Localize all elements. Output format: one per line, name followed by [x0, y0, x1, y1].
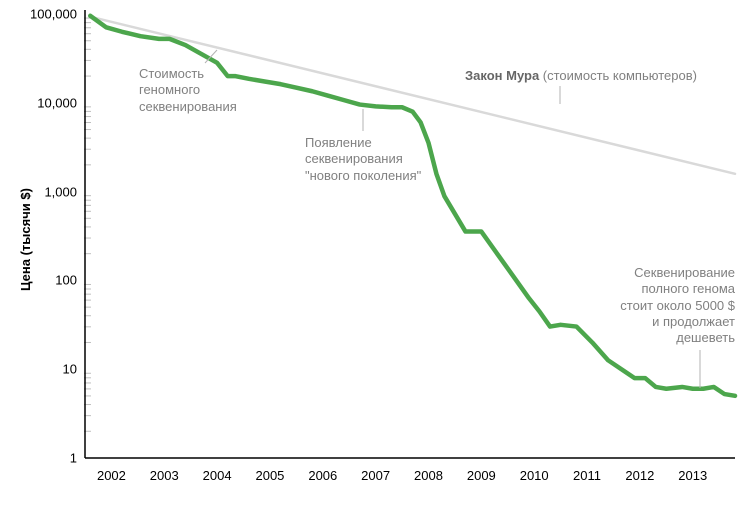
x-tick-label: 2004 — [203, 468, 232, 483]
y-tick-label: 10,000 — [37, 95, 77, 110]
x-tick-label: 2012 — [625, 468, 654, 483]
x-tick-label: 2009 — [467, 468, 496, 483]
annotation-moore-law: Закон Мура (стоимость компьютеров) — [465, 68, 697, 84]
x-tick-label: 2007 — [361, 468, 390, 483]
x-tick-label: 2006 — [308, 468, 337, 483]
x-tick-label: 2002 — [97, 468, 126, 483]
x-tick-label: 2003 — [150, 468, 179, 483]
y-axis-title: Цена (тысячи $) — [18, 188, 33, 291]
x-tick-label: 2008 — [414, 468, 443, 483]
annotation-full-genome: Секвенированиеполного геномастоит около … — [620, 265, 735, 346]
y-tick-label: 10 — [63, 362, 77, 377]
y-tick-label: 100,000 — [30, 7, 77, 22]
x-tick-label: 2010 — [520, 468, 549, 483]
y-tick-label: 100 — [55, 273, 77, 288]
x-tick-label: 2013 — [678, 468, 707, 483]
x-tick-label: 2005 — [255, 468, 284, 483]
y-tick-label: 1 — [70, 451, 77, 466]
annotation-next-gen: Появлениесеквенирования"нового поколения… — [305, 135, 421, 184]
x-tick-label: 2011 — [573, 468, 601, 483]
y-tick-label: 1,000 — [44, 184, 77, 199]
annotation-genome-cost: Стоимостьгеномногосеквенирования — [139, 66, 237, 115]
